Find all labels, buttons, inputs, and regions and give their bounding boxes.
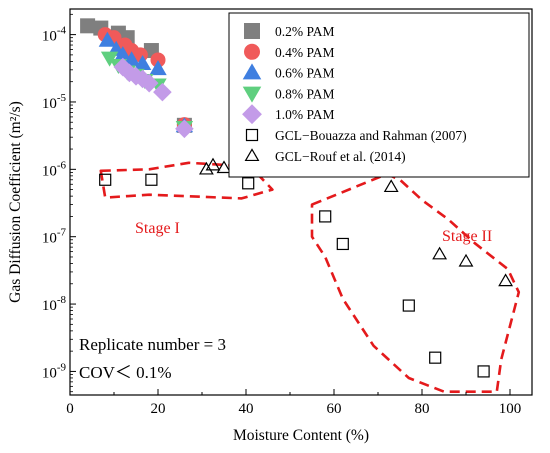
x-axis-title: Moisture Content (%) [233, 427, 369, 444]
x-tick-label: 0 [66, 401, 74, 417]
stage2-outline [310, 172, 521, 394]
y-tick-label: 10-9 [42, 361, 67, 381]
x-tick-label: 100 [499, 401, 522, 417]
x-tick-label: 20 [151, 401, 166, 417]
series-4-point [175, 119, 194, 139]
series-2-point [114, 46, 132, 62]
series-2-point [149, 60, 167, 76]
y-tick-label: 10-4 [42, 25, 67, 45]
legend-marker-4 [242, 104, 262, 125]
y-tick-label: 10-6 [42, 159, 67, 179]
series-6-point [198, 161, 214, 175]
series-6-point [432, 246, 448, 260]
series-6-point [498, 273, 514, 287]
legend-marker-0 [244, 23, 260, 39]
cov-note: COV＜ 0.1% [79, 363, 172, 382]
series-5-point [145, 173, 158, 186]
series-5-point [99, 173, 112, 186]
y-tick-label: 10-8 [42, 294, 67, 314]
x-tick-label: 60 [327, 401, 342, 417]
legend-marker-5 [245, 128, 259, 142]
stage1-outline [99, 161, 274, 200]
series-6-point [205, 157, 221, 171]
series-5-point [402, 299, 415, 312]
series-4-point [139, 73, 159, 93]
y-tick-label: 10-5 [42, 92, 67, 112]
stage-regions [99, 161, 521, 394]
series-4-point [153, 82, 172, 102]
legend: 0.2% PAM 0.4% PAM 0.6% PAM 0.8% PAM 1.0% PAM… [228, 12, 530, 178]
series-4-point [120, 63, 139, 83]
series-2-point [133, 54, 152, 70]
legend-marker-2 [242, 63, 262, 80]
series-6-point [458, 253, 474, 267]
legend-box [228, 12, 530, 178]
legend-marker-3 [242, 86, 262, 103]
legend-label-4: 1.0% PAM [275, 107, 335, 122]
legend-label-0: 0.2% PAM [275, 24, 335, 39]
x-tick-label: 80 [415, 401, 430, 417]
y-axis-title: Gas Diffusion Coefficient (m²/s) [7, 101, 24, 303]
legend-label-1: 0.4% PAM [275, 45, 335, 60]
legend-marker-6 [244, 148, 260, 162]
legend-label-2: 0.6% PAM [275, 66, 335, 81]
series-6-point [216, 160, 232, 174]
series-5-point [336, 237, 349, 251]
legend-label-3: 0.8% PAM [275, 86, 335, 101]
series-2-point [98, 31, 117, 47]
series-5-point [429, 351, 442, 364]
series-6-point [383, 179, 399, 193]
legend-marker-1 [244, 43, 260, 60]
stage-1-label: Stage I [135, 220, 180, 237]
series-0-point [80, 18, 96, 34]
series-5-point [242, 177, 255, 190]
axis-ticks: 0 20 40 60 80 100 10-9 10-8 10-7 10-6 10-5 10-4 [42, 13, 522, 417]
legend-label-6: GCL−Rouf et al. (2014) [275, 149, 406, 164]
data-points [80, 18, 514, 378]
series-3-point [100, 51, 119, 67]
series-1-point [150, 52, 166, 68]
replicate-note: Replicate number = 3 [79, 335, 226, 354]
legend-label-5: GCL−Bouazza and Rahman (2007) [275, 128, 467, 143]
series-5-point [477, 365, 490, 378]
stage-2-label: Stage II [442, 228, 492, 245]
series-5-point [319, 210, 332, 223]
x-tick-label: 40 [239, 401, 254, 417]
plot-frame [69, 8, 533, 396]
y-tick-label: 10-7 [42, 227, 67, 247]
